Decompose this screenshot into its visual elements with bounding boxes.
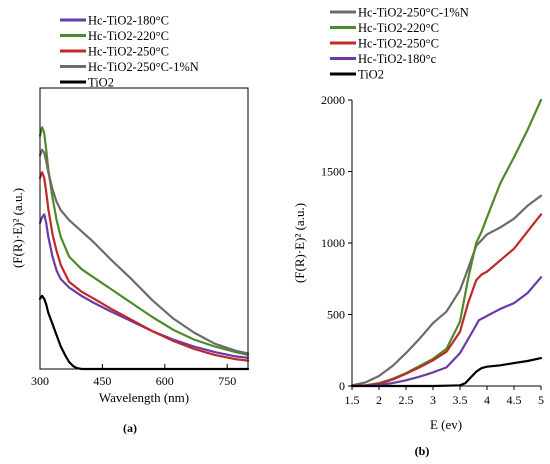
- x-tick-label-b: 3: [430, 393, 436, 407]
- chart-panel-a: Hc-TiO2-180°CHc-TiO2-220°C Hc-TiO2-250°CH…: [10, 14, 250, 435]
- x-tick-label-b: 2.5: [399, 393, 414, 407]
- legend-label-b-hc-tio2-180-c: Hc-TiO2-180°c: [358, 52, 437, 66]
- legend-label-a-hc-tio2-250-c: Hc-TiO2-250°C: [88, 45, 169, 59]
- panel-label-b: (b): [415, 444, 430, 458]
- x-tick-label-b: 5: [538, 393, 544, 407]
- y-tick-label-b: 0: [339, 379, 345, 393]
- lines-b: [350, 98, 543, 388]
- series-line-b-hc-tio2-220-c: [350, 98, 543, 388]
- x-ticks-b: 1.5 2 2.5 3 3.5 4 4.5 5: [345, 386, 544, 407]
- legend-a: Hc-TiO2-180°CHc-TiO2-220°C Hc-TiO2-250°CH…: [60, 14, 199, 90]
- series-line-b-hc-tio2-250-c: [350, 213, 543, 388]
- legend-b: Hc-TiO2-250°C-1%NHc-TiO2-220°C Hc-TiO2-25…: [330, 6, 469, 82]
- x-tick-label-b: 4.5: [507, 393, 522, 407]
- legend-label-a-hc-tio2-220-c: Hc-TiO2-220°C: [88, 29, 169, 43]
- legend-label-a-hc-tio2-250-c-1-n: Hc-TiO2-250°C-1%N: [88, 60, 199, 74]
- series-line-a-tio2: [38, 294, 250, 371]
- panel-label-a: (a): [123, 421, 137, 435]
- x-tick-label-a: 600: [156, 374, 174, 388]
- x-tick-label-b: 4: [484, 393, 490, 407]
- plot-frame-a: [39, 87, 249, 370]
- x-tick-label-b: 1.5: [345, 393, 360, 407]
- chart-panel-b: Hc-TiO2-250°C-1%NHc-TiO2-220°C Hc-TiO2-25…: [292, 6, 544, 459]
- series-line-a-hc-tio2-220-c: [38, 126, 250, 356]
- series-line-a-hc-tio2-250-c-1-n: [38, 148, 250, 355]
- x-axis-label-a: Wavelength (nm): [99, 390, 189, 405]
- series-line-b-hc-tio2-250-c-1-n: [350, 194, 543, 387]
- x-tick-label-a: 300: [31, 374, 49, 388]
- x-tick-label-b: 3.5: [453, 393, 468, 407]
- lines-a: [38, 126, 250, 371]
- series-line-a-hc-tio2-180-c: [38, 213, 250, 359]
- legend-label-b-hc-tio2-250-c-1-n: Hc-TiO2-250°C-1%N: [358, 6, 469, 20]
- y-tick-label-b: 2000: [321, 93, 345, 107]
- legend-label-a-hc-tio2-180-c: Hc-TiO2-180°C: [88, 14, 169, 28]
- y-tick-label-b: 1000: [321, 236, 345, 250]
- series-line-a-hc-tio2-250-c: [38, 171, 250, 362]
- y-ticks-b: 0 500 1000 1500 2000: [321, 93, 352, 393]
- legend-label-a-tio2: TiO2: [88, 76, 114, 90]
- x-tick-label-a: 750: [218, 374, 236, 388]
- series-line-b-hc-tio2-180-c: [350, 276, 543, 388]
- x-ticks-a: 300 450 600 750: [31, 364, 236, 388]
- y-axis-label-a: (F(R)·E)² (a.u.): [10, 188, 25, 268]
- y-axis-label-b: (F(R)·E)² (a.u.): [292, 203, 307, 283]
- x-axis-label-b: E (ev): [430, 417, 462, 432]
- legend-label-b-tio2: TiO2: [358, 68, 384, 82]
- y-tick-label-b: 500: [327, 308, 345, 322]
- legend-label-b-hc-tio2-250-c: Hc-TiO2-250°C: [358, 37, 439, 51]
- legend-label-b-hc-tio2-220-c: Hc-TiO2-220°C: [358, 21, 439, 35]
- x-tick-label-a: 450: [93, 374, 111, 388]
- y-tick-label-b: 1500: [321, 165, 345, 179]
- x-tick-label-b: 2: [376, 393, 382, 407]
